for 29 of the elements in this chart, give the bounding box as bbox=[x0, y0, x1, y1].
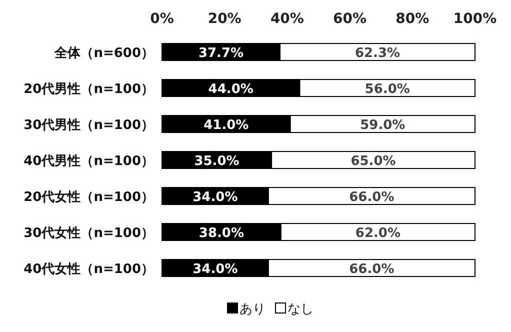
data-label: 37.7% bbox=[198, 46, 244, 61]
y-tick-label: 40代女性（n=100） bbox=[24, 262, 154, 277]
data-label: 66.0% bbox=[349, 262, 394, 277]
data-label: 44.0% bbox=[208, 82, 254, 97]
y-tick-label: 20代男性（n=100） bbox=[24, 82, 154, 97]
y-tick-label: 全体（n=600） bbox=[54, 46, 154, 61]
x-tick-label: 40% bbox=[270, 11, 304, 27]
data-label: 34.0% bbox=[192, 190, 238, 205]
y-tick-label: 20代女性（n=100） bbox=[24, 190, 154, 205]
data-label: 38.0% bbox=[198, 226, 244, 241]
legend-label: なし bbox=[288, 302, 314, 317]
x-tick-label: 80% bbox=[396, 11, 430, 27]
x-tick-label: 60% bbox=[333, 11, 367, 27]
legend-label: あり bbox=[240, 302, 266, 317]
data-label: 59.0% bbox=[360, 118, 406, 133]
x-tick-label: 0% bbox=[150, 11, 174, 27]
data-label: 66.0% bbox=[349, 190, 394, 205]
data-label: 35.0% bbox=[194, 154, 240, 169]
data-label: 62.3% bbox=[354, 46, 400, 61]
x-tick-label: 100% bbox=[453, 11, 497, 27]
data-label: 62.0% bbox=[355, 226, 401, 241]
x-tick-label: 20% bbox=[208, 11, 242, 27]
data-label: 56.0% bbox=[364, 82, 410, 97]
y-tick-label: 40代男性（n=100） bbox=[24, 154, 154, 169]
y-tick-label: 30代女性（n=100） bbox=[24, 226, 154, 241]
data-label: 65.0% bbox=[350, 154, 396, 169]
data-label: 34.0% bbox=[192, 262, 238, 277]
y-tick-label: 30代男性（n=100） bbox=[24, 118, 154, 133]
data-label: 41.0% bbox=[204, 118, 249, 133]
